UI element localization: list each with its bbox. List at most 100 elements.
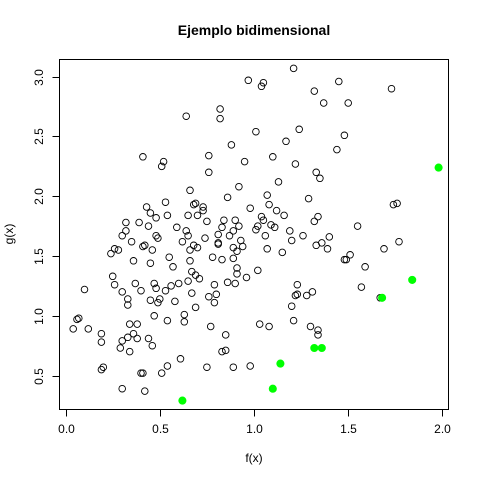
data-point	[114, 246, 123, 254]
data-point	[218, 223, 226, 232]
data-point	[108, 272, 117, 281]
data-point	[157, 162, 166, 171]
data-point	[118, 337, 126, 345]
data-point	[342, 255, 351, 264]
x-tick-label: 1.5	[340, 422, 357, 436]
data-point	[146, 296, 155, 304]
data-point	[75, 314, 83, 322]
data-point	[205, 292, 213, 301]
data-point	[361, 263, 369, 271]
data-point	[135, 218, 143, 227]
y-tick-label: 1.5	[32, 248, 46, 265]
data-point	[380, 245, 388, 253]
data-point	[259, 216, 268, 224]
data-point	[193, 211, 202, 220]
data-point	[84, 325, 93, 333]
y-tick-label: 2.0	[32, 188, 46, 205]
data-point	[139, 153, 147, 161]
data-point	[131, 279, 140, 288]
data-point	[308, 288, 317, 296]
data-point	[314, 326, 322, 334]
data-point	[171, 297, 179, 306]
data-point	[335, 77, 343, 86]
data-point	[161, 286, 170, 295]
highlight-point	[408, 275, 417, 284]
data-point	[150, 312, 158, 320]
data-point	[235, 222, 243, 230]
data-point	[165, 253, 173, 261]
data-point	[244, 76, 253, 85]
data-point	[73, 315, 81, 324]
data-point	[210, 298, 219, 307]
data-point	[229, 227, 238, 235]
data-point	[340, 131, 349, 140]
y-tick-label: 1.0	[32, 308, 46, 325]
data-point	[129, 257, 138, 265]
data-point	[216, 105, 224, 113]
data-point	[304, 194, 313, 203]
data-point	[127, 237, 136, 246]
data-point	[291, 291, 300, 300]
chart-title: Ejemplo bidimensional	[178, 22, 330, 38]
data-point	[163, 211, 172, 220]
data-point	[265, 322, 273, 331]
data-point	[188, 267, 196, 276]
data-point	[191, 199, 200, 208]
data-point	[180, 310, 189, 319]
highlight-point	[276, 359, 285, 368]
data-point	[201, 234, 209, 242]
highlight-point	[317, 343, 326, 353]
data-point	[163, 316, 172, 325]
data-point	[169, 263, 177, 271]
data-point	[199, 203, 207, 211]
data-point	[286, 227, 294, 235]
data-point	[180, 318, 189, 326]
data-point	[389, 200, 398, 209]
data-point	[318, 239, 326, 247]
data-point	[267, 221, 275, 229]
data-point	[393, 199, 401, 208]
data-point	[257, 82, 266, 91]
x-tick-label: 0.5	[152, 422, 169, 436]
data-point	[137, 369, 145, 377]
data-point	[212, 290, 221, 299]
data-point	[159, 157, 168, 166]
data-point	[137, 286, 145, 295]
x-axis-label: f(x)	[245, 451, 262, 465]
data-point	[252, 225, 260, 234]
data-point	[161, 198, 170, 206]
data-point	[280, 211, 288, 220]
data-point	[80, 285, 89, 294]
data-point	[220, 216, 228, 224]
data-point	[125, 320, 134, 328]
data-point	[282, 137, 290, 146]
y-tick-label: 0.5	[32, 368, 46, 385]
data-point	[189, 241, 198, 250]
data-point	[306, 322, 315, 331]
data-point	[205, 168, 213, 177]
x-axis: 0.0 0.5 1.0 1.5 2.0	[58, 409, 451, 436]
data-point	[246, 362, 254, 370]
data-point	[97, 338, 106, 346]
data-point	[178, 237, 187, 246]
data-point	[173, 223, 181, 232]
data-point	[274, 178, 283, 186]
data-point	[316, 174, 324, 183]
data-point	[223, 193, 232, 202]
data-point	[270, 223, 279, 232]
data-point	[146, 209, 155, 217]
data-point	[142, 203, 151, 211]
data-point	[133, 334, 141, 343]
y-axis: 0.5 1.0 1.5 2.0 2.5 3.0	[32, 69, 60, 385]
data-point	[233, 270, 241, 278]
data-point	[340, 255, 349, 264]
data-point	[176, 355, 185, 363]
data-point	[146, 259, 155, 267]
data-point	[203, 363, 211, 371]
data-point	[272, 206, 281, 215]
data-point	[152, 284, 160, 293]
data-point	[116, 344, 125, 352]
data-points	[69, 64, 443, 405]
data-point	[255, 320, 264, 328]
